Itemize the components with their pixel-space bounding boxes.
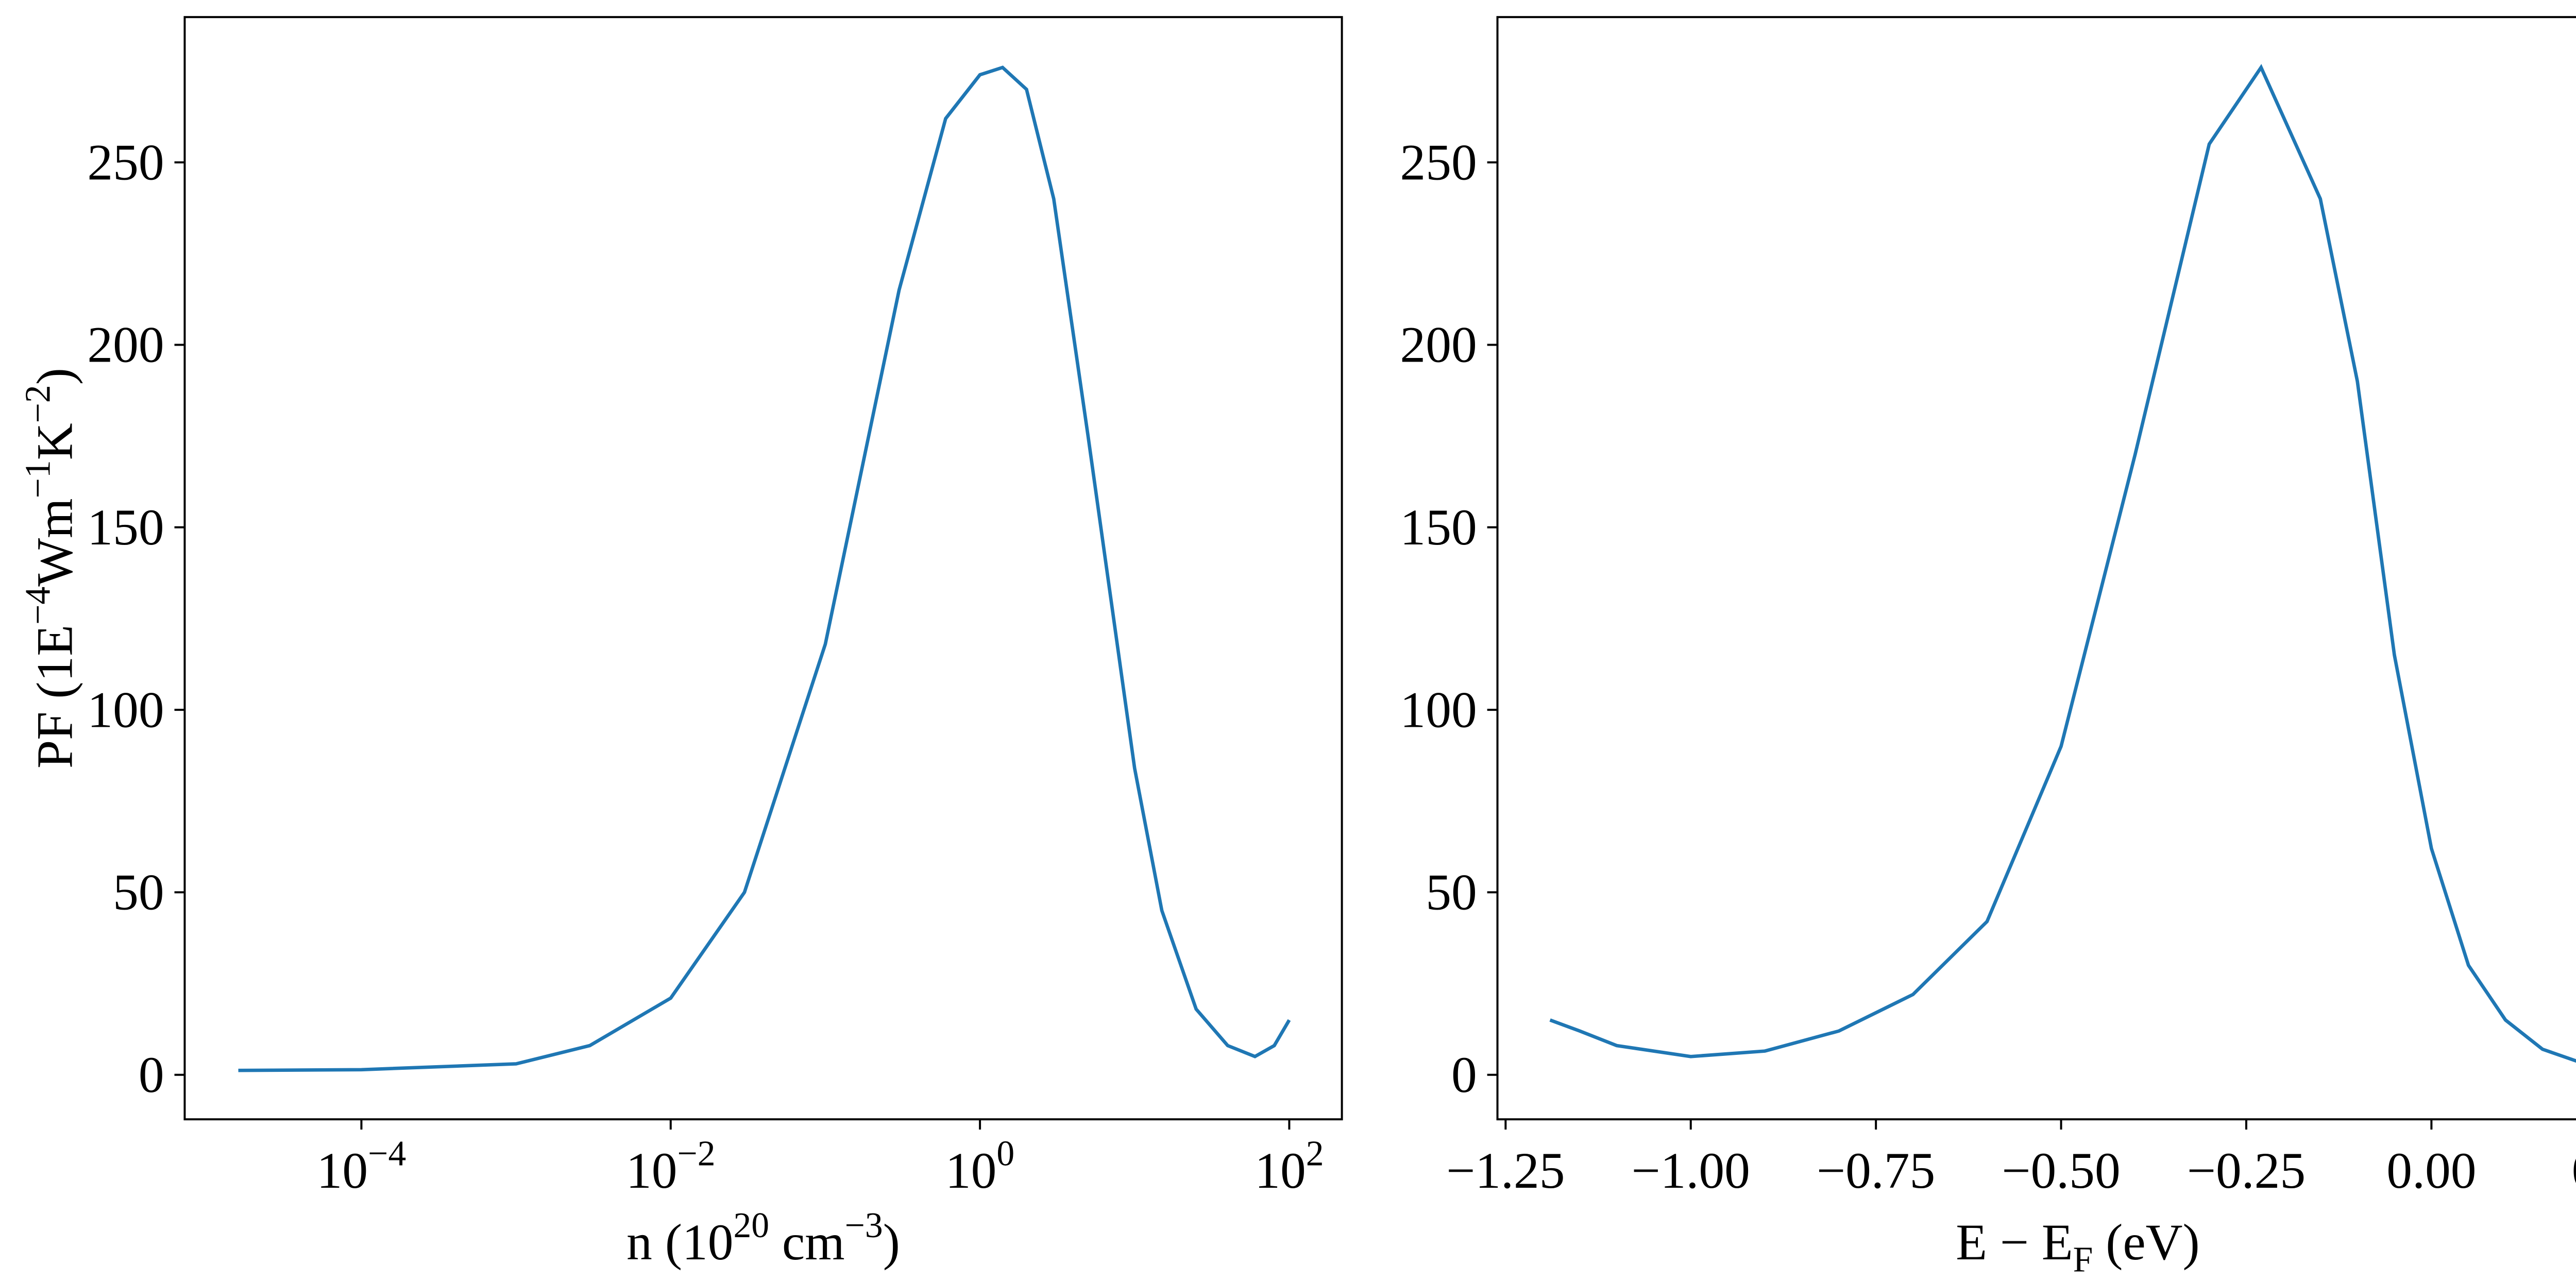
y-tick-label: 50 (1426, 864, 1477, 921)
x-tick-label: 0.00 (2386, 1142, 2476, 1199)
x-tick-label: −0.25 (2187, 1142, 2306, 1199)
axes-frame (183, 16, 1343, 1121)
x-tick-label: −1.25 (1446, 1142, 1565, 1199)
x-tick-label: −0.50 (2002, 1142, 2120, 1199)
label-part: −3 (845, 1206, 883, 1245)
base: 10 (1255, 1142, 1306, 1199)
x-tick-label: 10−4 (317, 1134, 406, 1199)
label-part: PF (1E (26, 625, 83, 768)
y-tick-label: 50 (113, 864, 164, 921)
label-part: −1 (18, 460, 58, 498)
superscript: −2 (677, 1134, 715, 1174)
y-tick-label: 250 (1400, 133, 1477, 191)
superscript: 0 (996, 1134, 1014, 1174)
base: 10 (626, 1142, 677, 1199)
x-axis-label: E − EF (eV) (1956, 1213, 2199, 1279)
y-tick-label: 100 (1400, 681, 1477, 738)
y-tick-label: 0 (139, 1046, 164, 1103)
y-tick-label: 150 (87, 499, 164, 556)
y-tick-label: 0 (1451, 1046, 1477, 1103)
x-tick-label: −0.75 (1817, 1142, 1935, 1199)
label-part: −4 (18, 587, 58, 625)
y-tick-label: 200 (87, 316, 164, 373)
base: 10 (945, 1142, 997, 1199)
label-part: F (2073, 1240, 2093, 1279)
superscript: −4 (368, 1134, 406, 1174)
axes-frame (1496, 16, 2576, 1121)
x-tick-label: 10−2 (626, 1134, 716, 1199)
label-part: cm (769, 1213, 844, 1271)
data-line (1549, 64, 2576, 1063)
label-part: −2 (18, 385, 58, 423)
y-tick-label: 200 (1400, 316, 1477, 373)
label-part: n (10 (626, 1213, 733, 1271)
label-part: ) (883, 1213, 900, 1271)
x-axis-label: n (1020 cm−3) (626, 1206, 900, 1271)
label-part: K (26, 423, 83, 460)
label-part: ) (26, 368, 83, 385)
base: 10 (317, 1142, 368, 1199)
y-tick-label: 100 (87, 681, 164, 738)
y-tick-label: 150 (1400, 499, 1477, 556)
x-tick-label: 100 (945, 1134, 1014, 1199)
label-part: Wm (26, 498, 83, 586)
label-part: E − E (1956, 1213, 2073, 1271)
superscript: 2 (1306, 1134, 1324, 1174)
x-tick-label: 102 (1255, 1134, 1324, 1199)
y-tick-label: 250 (87, 133, 164, 191)
data-line (238, 65, 1291, 1072)
label-part: (eV) (2093, 1213, 2199, 1271)
label-part: 20 (733, 1206, 769, 1245)
x-tick-label: 0.25 (2572, 1142, 2576, 1199)
x-tick-label: −1.00 (1632, 1142, 1750, 1199)
y-axis-label: PF (1E−4Wm−1K−2) (18, 368, 83, 768)
